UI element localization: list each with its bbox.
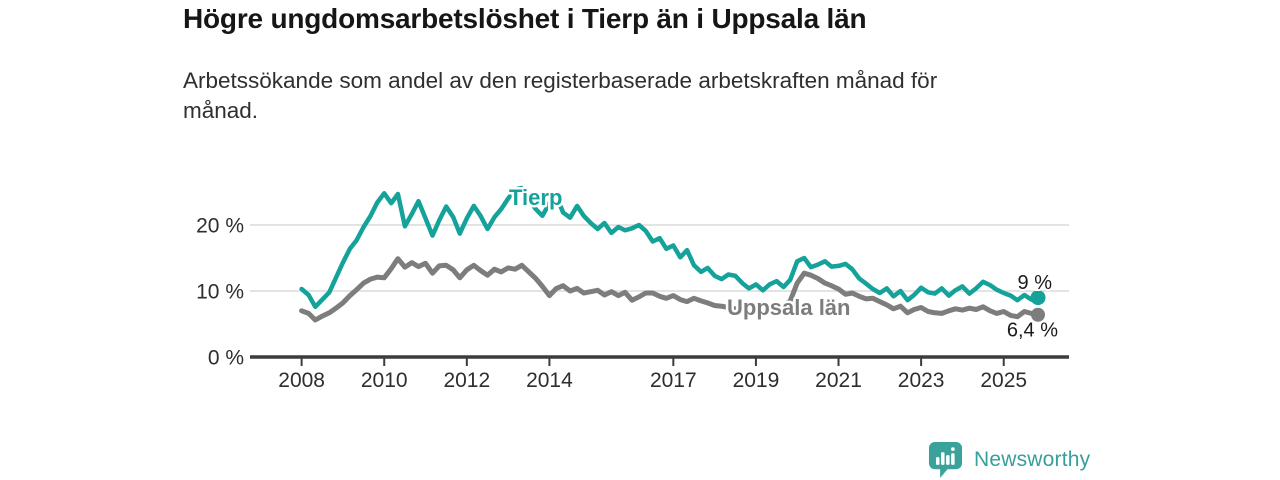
series-label-uppsala: Uppsala län [727,295,850,320]
x-tick-label-2012: 2012 [443,369,490,392]
page-title: Högre ungdomsarbetslöshet i Tierp än i U… [183,3,867,34]
subtitle-line-2: månad. [183,98,259,123]
logo-wordmark: Newsworthy [974,448,1091,471]
x-tick-label-2025: 2025 [980,369,1027,392]
x-tick-label-2014: 2014 [526,369,573,392]
newsworthy-bars-bubble-icon [928,442,963,478]
end-value-label-tierp: 9 % [1018,272,1053,294]
series-end-dot-uppsala [1031,307,1046,322]
x-tick-label-2017: 2017 [650,369,697,392]
y-tick-label-0: 0 % [208,347,244,370]
series-label-tierp: Tierp [509,185,562,210]
series-end-dot-tierp [1030,290,1046,306]
series-line-uppsala [299,256,1041,323]
x-tick-label-2008: 2008 [278,369,325,392]
x-tick-label-2021: 2021 [815,369,862,392]
end-value-label-uppsala: 6,4 % [1007,319,1058,341]
x-tick-label-2010: 2010 [361,369,408,392]
chart-subtitle: Arbetssökande som andel av den registerb… [183,66,937,126]
newsworthy-logo[interactable]: Newsworthy [928,441,1090,479]
y-tick-label-20: 20 % [196,215,244,238]
x-tick-label-2019: 2019 [733,369,780,392]
x-tick-label-2023: 2023 [898,369,945,392]
series-line-tierp [299,185,1041,310]
subtitle-line-1: Arbetssökande som andel av den registerb… [183,68,938,93]
y-tick-label-10: 10 % [196,281,244,304]
